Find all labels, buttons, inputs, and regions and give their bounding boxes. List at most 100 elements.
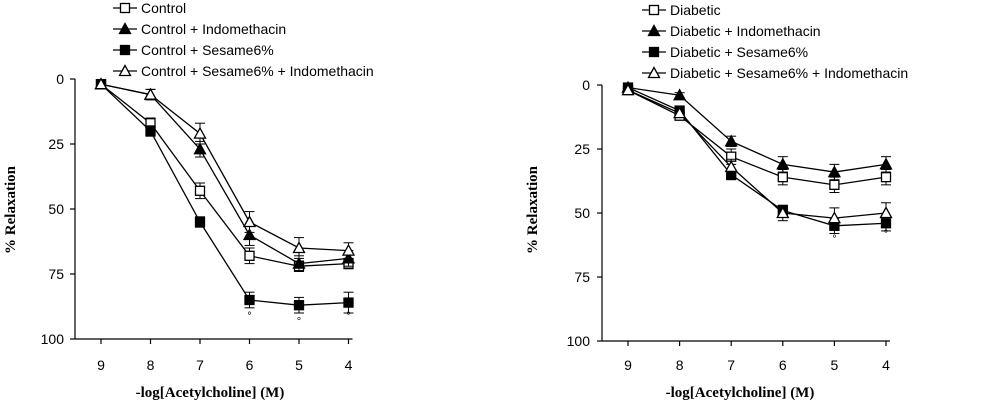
significance-mark: ° bbox=[297, 316, 301, 328]
legend-label: Diabetic bbox=[670, 2, 721, 18]
x-tick-label: 8 bbox=[147, 357, 155, 373]
legend-item: Diabetic + Sesame6% + Indomethacin bbox=[642, 65, 908, 81]
x-tick-label: 7 bbox=[727, 357, 735, 373]
legend-label: Control + Indomethacin bbox=[141, 21, 286, 37]
x-tick-label: 6 bbox=[779, 357, 787, 373]
legend-marker bbox=[647, 66, 661, 79]
series-3 bbox=[95, 79, 354, 314]
series-line bbox=[100, 83, 349, 267]
data-point bbox=[341, 243, 356, 256]
y-tick-label: 25 bbox=[574, 141, 590, 157]
data-point bbox=[673, 88, 687, 101]
series-1 bbox=[622, 84, 892, 194]
series-line bbox=[627, 86, 887, 227]
legend-label: Control bbox=[141, 0, 186, 16]
legend: Diabetic Diabetic + Indomethacin Diabetic … bbox=[642, 2, 908, 81]
y-tick-label: 100 bbox=[41, 331, 65, 347]
data-point bbox=[292, 241, 306, 254]
y-axis-title: % Relaxation bbox=[3, 165, 19, 254]
data-point bbox=[145, 125, 156, 137]
data-point bbox=[293, 300, 305, 311]
data-point bbox=[194, 185, 206, 196]
data-point bbox=[94, 77, 108, 90]
data-point bbox=[724, 134, 738, 147]
x-tick-label: 7 bbox=[196, 357, 204, 373]
legend-item: Control + Indomethacin bbox=[113, 21, 286, 37]
data-point bbox=[193, 126, 207, 139]
significance-mark: ° bbox=[884, 228, 888, 240]
x-axis-title: -log[Acetylcholine] (M) bbox=[136, 385, 285, 401]
data-point bbox=[879, 206, 893, 219]
data-point bbox=[880, 172, 892, 183]
y-tick-label: 100 bbox=[567, 333, 591, 349]
y-tick-label: 75 bbox=[574, 269, 590, 285]
y-tick-label: 25 bbox=[48, 136, 64, 152]
data-point bbox=[193, 142, 207, 155]
data-point bbox=[143, 87, 158, 100]
y-tick-label: 0 bbox=[56, 71, 64, 87]
y-tick-label: 75 bbox=[48, 266, 64, 282]
data-point bbox=[244, 250, 255, 261]
data-point bbox=[242, 215, 257, 228]
legend-item: Control + Sesame6% bbox=[113, 42, 274, 58]
data-point bbox=[829, 179, 840, 190]
significance-mark: ° bbox=[247, 311, 251, 323]
data-point bbox=[777, 172, 788, 183]
series-line bbox=[627, 89, 887, 186]
x-tick-label: 5 bbox=[295, 357, 303, 373]
significance-mark: ° bbox=[346, 311, 350, 323]
legend-item: Diabetic + Indomethacin bbox=[642, 23, 821, 39]
significance-mark: ° bbox=[832, 234, 836, 246]
chart-panel-2: 0 25 50 75 100 9 8 7 6 5 4 -log[Acetylcholine] (M)%… bbox=[525, 2, 908, 401]
series-line bbox=[100, 83, 349, 252]
data-point bbox=[776, 157, 790, 170]
legend-item: Diabetic + Sesame6% bbox=[642, 44, 808, 60]
chart-panel-1: 0 25 50 75 100 9 8 7 6 5 4 -log[Acetylcholine] (M)%… bbox=[3, 0, 374, 401]
data-point bbox=[776, 206, 790, 219]
series-4 bbox=[94, 77, 356, 259]
series-line bbox=[100, 83, 349, 265]
data-point bbox=[827, 165, 841, 178]
legend-marker bbox=[118, 22, 132, 35]
series-1 bbox=[95, 79, 354, 272]
series-line bbox=[100, 83, 349, 306]
legend-marker bbox=[118, 64, 132, 77]
legend-item: Diabetic bbox=[642, 2, 721, 18]
x-tick-label: 4 bbox=[345, 357, 353, 373]
data-point bbox=[194, 216, 206, 228]
legend-label: Control + Sesame6% + Indomethacin bbox=[141, 63, 374, 79]
legend-marker bbox=[119, 44, 131, 56]
x-axis-title: -log[Acetylcholine] (M) bbox=[666, 385, 815, 401]
data-point bbox=[621, 83, 635, 96]
x-tick-label: 8 bbox=[676, 357, 684, 373]
series-2 bbox=[94, 77, 356, 272]
x-tick-label: 5 bbox=[831, 357, 839, 373]
legend: Control Control + Indomethacin Control + S… bbox=[113, 0, 374, 79]
y-tick-label: 0 bbox=[582, 77, 590, 93]
legend-label: Diabetic + Sesame6% bbox=[670, 44, 808, 60]
data-point bbox=[292, 256, 306, 269]
series-line bbox=[627, 89, 887, 219]
series-4 bbox=[621, 83, 893, 229]
legend-item: Control bbox=[113, 0, 186, 16]
y-axis-title: % Relaxation bbox=[525, 165, 541, 254]
legend-label: Diabetic + Indomethacin bbox=[670, 23, 821, 39]
legend-marker bbox=[119, 2, 131, 14]
series-2 bbox=[621, 80, 893, 181]
legend-label: Diabetic + Sesame6% + Indomethacin bbox=[670, 65, 908, 81]
y-tick-label: 50 bbox=[574, 205, 590, 221]
x-tick-label: 4 bbox=[882, 357, 890, 373]
y-tick-label: 50 bbox=[48, 201, 64, 217]
x-tick-label: 9 bbox=[624, 357, 632, 373]
data-point bbox=[343, 297, 354, 308]
legend-marker bbox=[648, 4, 660, 16]
data-point bbox=[673, 106, 687, 119]
legend-marker bbox=[648, 46, 660, 58]
data-point bbox=[879, 157, 893, 170]
legend-label: Control + Sesame6% bbox=[141, 42, 274, 58]
data-point bbox=[724, 160, 738, 173]
data-point bbox=[244, 294, 255, 306]
x-tick-label: 6 bbox=[246, 357, 254, 373]
data-point bbox=[827, 211, 841, 224]
